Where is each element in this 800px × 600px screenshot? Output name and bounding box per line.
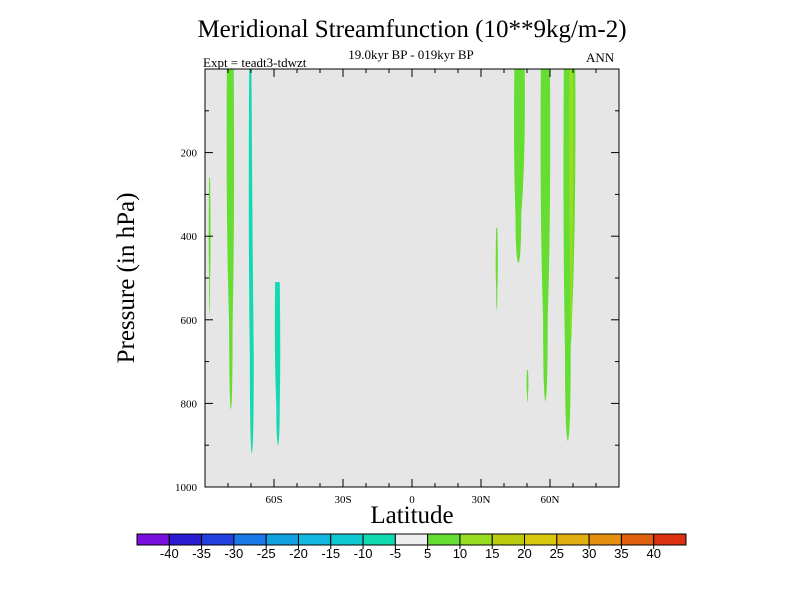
colorbar-box (459, 533, 493, 546)
contour-green-band-46N (514, 69, 525, 264)
x-tick-label: 60S (265, 494, 282, 506)
colorbar-box (168, 533, 203, 546)
contour-cyan-band-68S (248, 69, 254, 454)
colorbar-label: -10 (354, 546, 373, 561)
contour-green-band-57N (540, 69, 551, 402)
x-tick-label: 0 (409, 494, 415, 506)
colorbar-box (588, 533, 622, 546)
y-tick-label: 800 (181, 398, 198, 410)
colorbar-label: 15 (485, 546, 499, 561)
colorbar-box (330, 533, 364, 546)
colorbar-label: 10 (453, 546, 467, 561)
y-tick-label: 400 (181, 231, 198, 243)
y-tick-label: 1000 (175, 482, 198, 494)
colorbar-label: 20 (517, 546, 531, 561)
colorbar-label: -30 (224, 546, 243, 561)
colorbar-label: 5 (424, 546, 431, 561)
colorbar-label: 25 (550, 546, 564, 561)
colorbar-label: -40 (160, 546, 179, 561)
colorbar-label: -15 (321, 546, 340, 561)
x-tick-label: 60N (541, 494, 560, 506)
colorbar-label: 40 (646, 546, 660, 561)
colorbar-box (556, 533, 590, 546)
x-tick-label: 30N (472, 494, 491, 506)
colorbar-box (201, 533, 235, 546)
experiment-label: Expt = teadt3-tdwzt (203, 55, 307, 70)
colorbar-label: 30 (582, 546, 596, 561)
chart-subtitle: 19.0kyr BP - 019kyr BP (348, 47, 474, 62)
contour-thin-sliver-88S (208, 177, 211, 316)
colorbar-box (136, 533, 170, 546)
y-tick-label: 200 (181, 148, 198, 160)
season-label: ANN (586, 50, 615, 65)
colorbar-label: -25 (257, 546, 276, 561)
colorbar-label: -20 (289, 546, 308, 561)
colorbar-box (394, 533, 429, 546)
contour-lime-core-70N (569, 69, 574, 341)
colorbar-box (524, 533, 558, 546)
colorbar-box (653, 533, 687, 546)
colorbar-box (491, 533, 526, 546)
colorbar-label: 35 (614, 546, 628, 561)
colorbar-box (297, 533, 332, 546)
x-tick-label: 30S (334, 494, 351, 506)
contour-green-dot-50N (526, 369, 529, 404)
plot-background (205, 69, 619, 487)
colorbar-box (362, 533, 396, 546)
colorbar-box (620, 533, 655, 546)
contour-green-sliver-37N (495, 227, 498, 312)
x-axis-label: Latitude (370, 502, 454, 529)
colorbar-label: -5 (390, 546, 402, 561)
contour-green-band-75S (226, 69, 235, 410)
colorbar-box (265, 533, 299, 546)
chart-title: Meridional Streamfunction (10**9kg/m-2) (197, 16, 627, 43)
contour-cyan-blob-57S (274, 282, 281, 446)
colorbar-box (427, 533, 461, 546)
colorbar-label: -35 (192, 546, 211, 561)
y-tick-label: 600 (181, 315, 198, 327)
colorbar-box (233, 533, 267, 546)
